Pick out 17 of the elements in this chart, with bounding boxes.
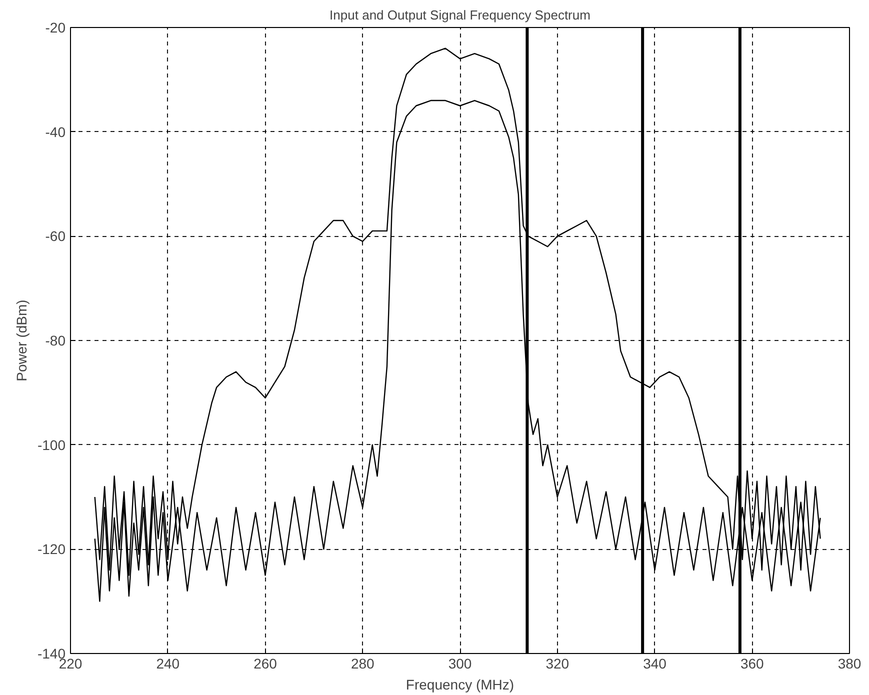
x-tick-label: 340 xyxy=(643,656,667,672)
x-axis-title: Frequency (MHz) xyxy=(406,676,514,692)
chart-title: Input and Output Signal Frequency Spectrum xyxy=(330,8,590,22)
y-tick-label: -120 xyxy=(37,541,66,558)
x-tick-label: 240 xyxy=(156,656,180,672)
x-tick-label: 260 xyxy=(254,656,278,672)
y-tick-label: -40 xyxy=(45,124,66,140)
x-tick-label: 300 xyxy=(448,656,472,672)
x-tick-label: 320 xyxy=(546,656,570,672)
x-tick-label: 360 xyxy=(740,656,764,672)
y-tick-label: -60 xyxy=(45,228,66,244)
y-tick-label: -100 xyxy=(37,436,66,453)
y-tick-label: -80 xyxy=(45,332,66,348)
x-tick-label: 280 xyxy=(350,656,375,672)
y-tick-label: -20 xyxy=(45,20,66,36)
y-axis-title: Power (dBm) xyxy=(13,300,30,382)
x-tick-label: 380 xyxy=(838,656,862,672)
